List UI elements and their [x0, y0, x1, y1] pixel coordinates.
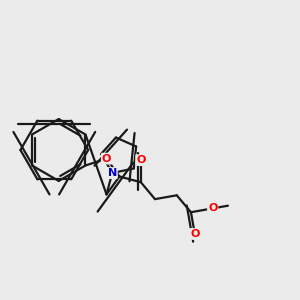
- Text: O: O: [136, 155, 146, 165]
- Text: N: N: [108, 168, 117, 178]
- Text: O: O: [190, 229, 200, 239]
- Text: O: O: [102, 154, 111, 164]
- Text: O: O: [208, 203, 218, 213]
